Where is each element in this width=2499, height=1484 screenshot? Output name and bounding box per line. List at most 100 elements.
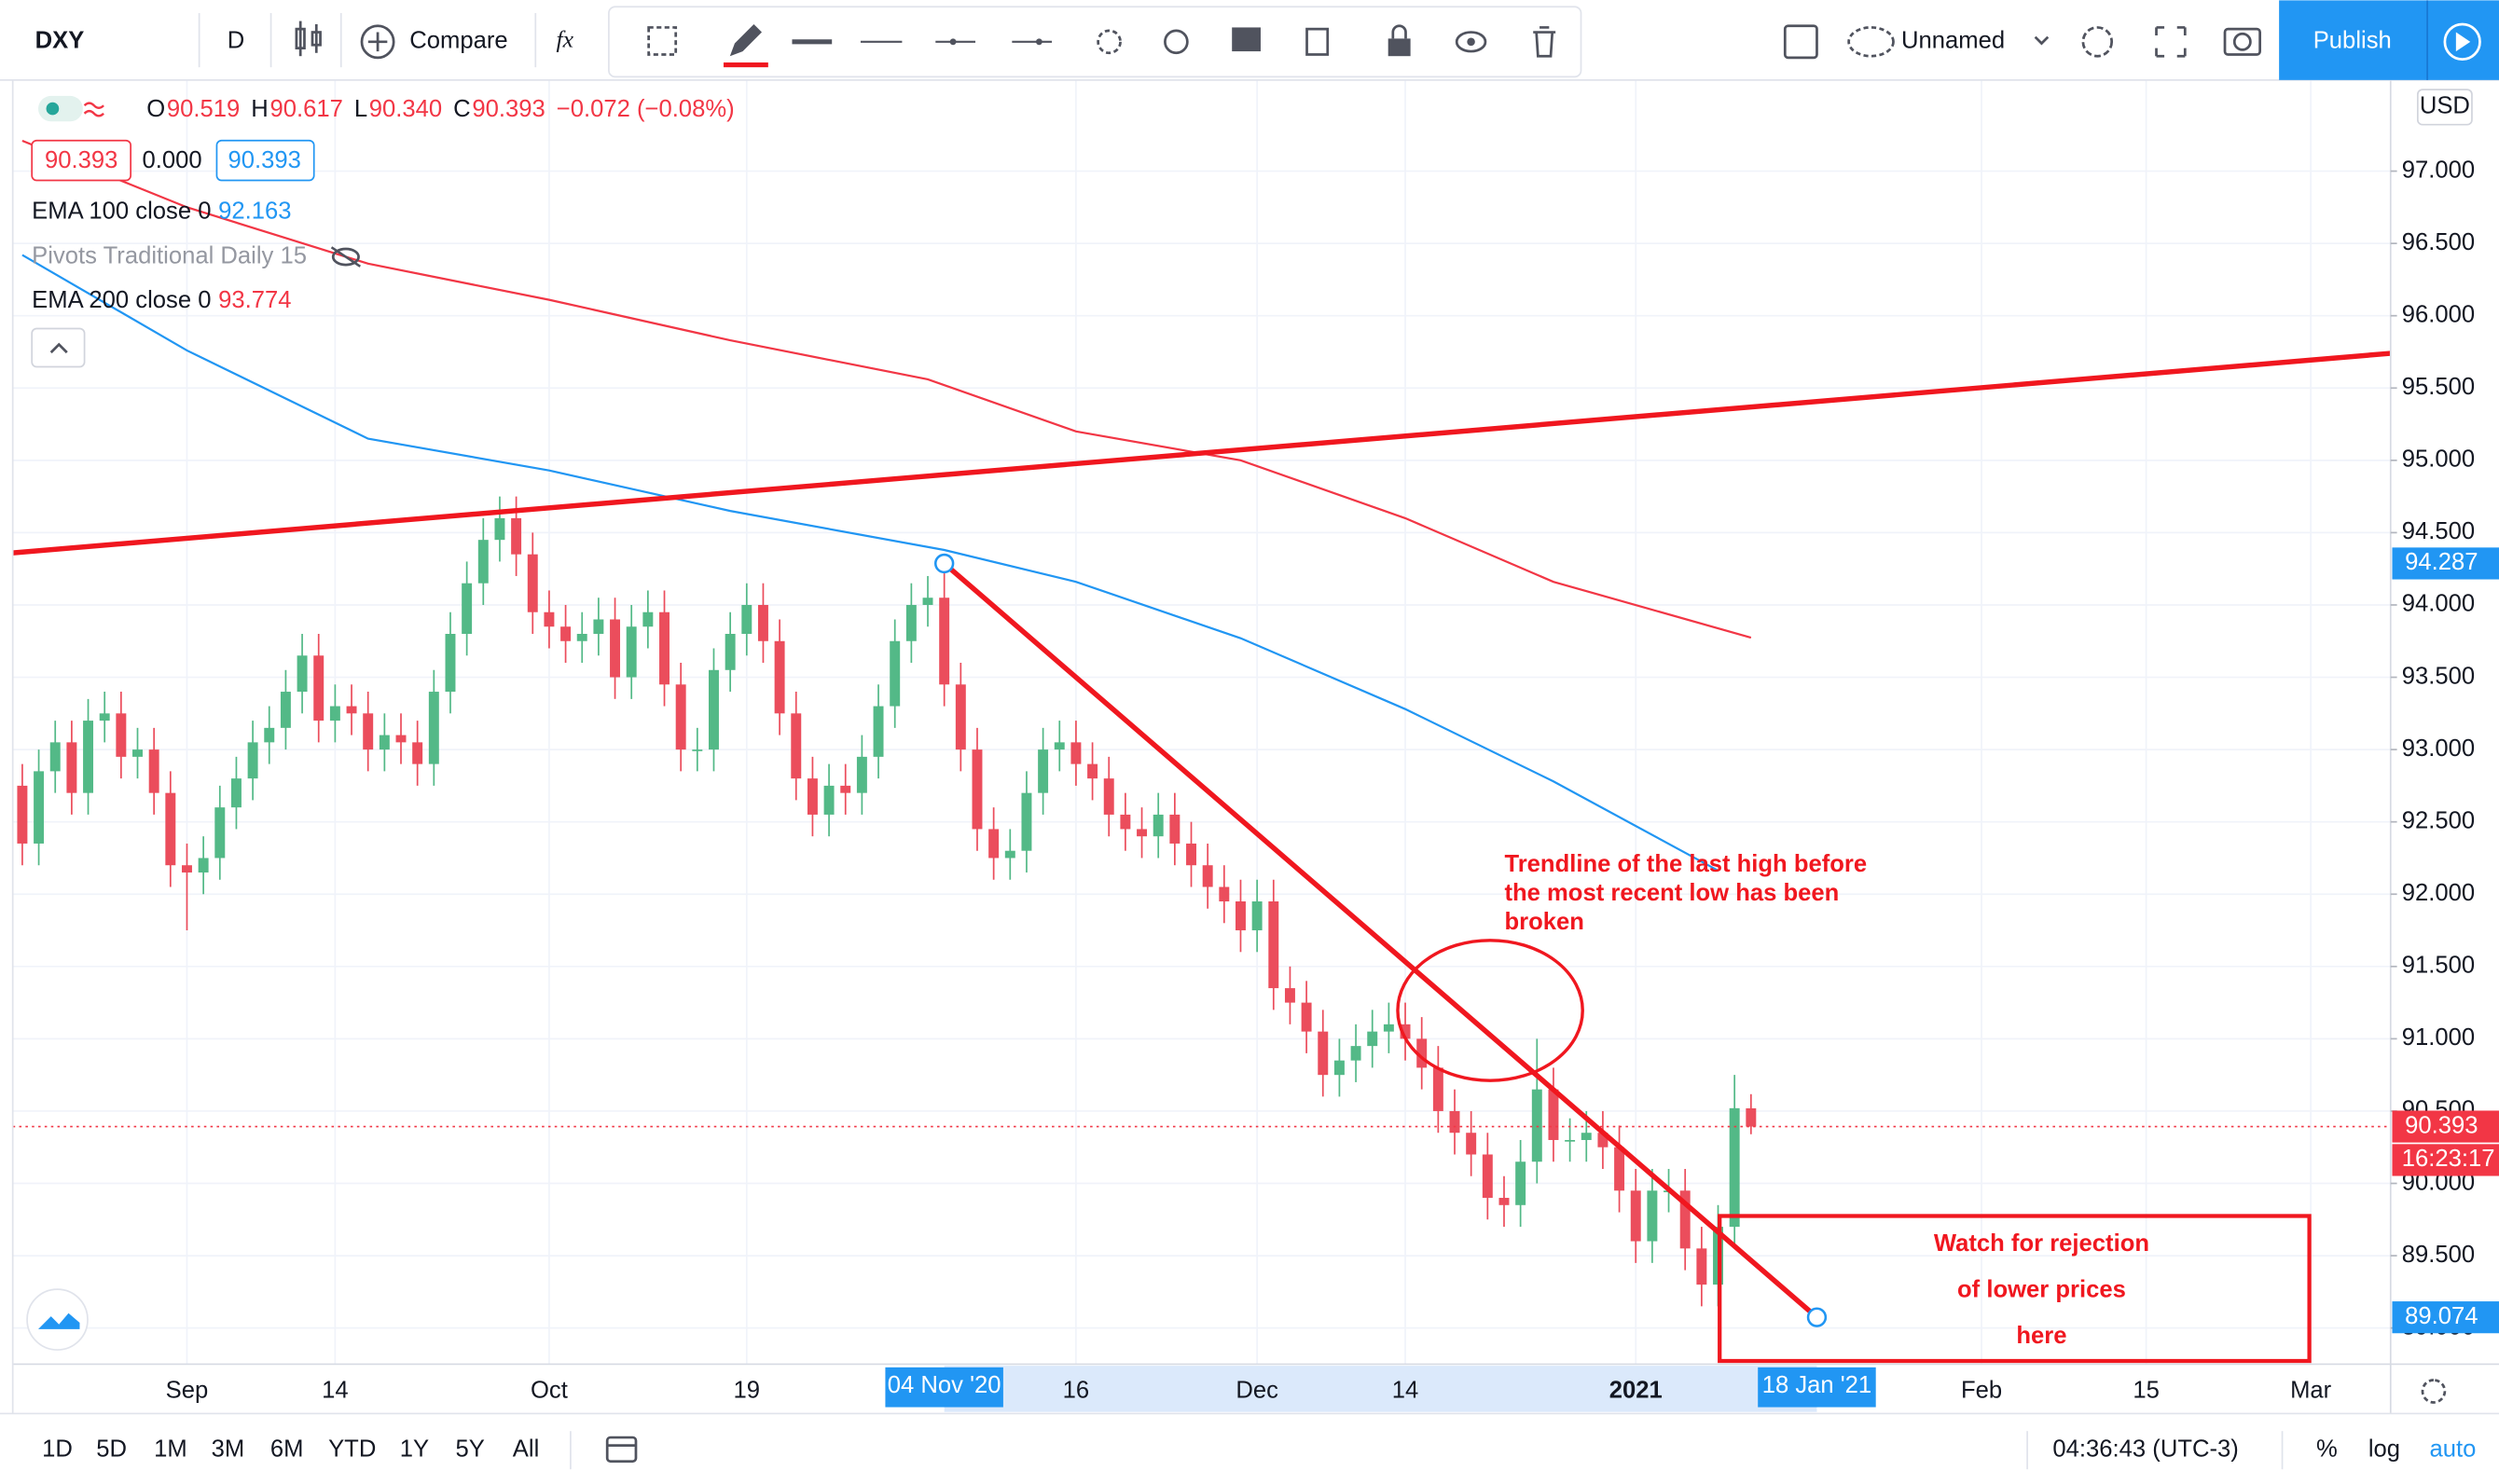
publish-play[interactable]	[2443, 22, 2481, 61]
publish-label[interactable]: Publish	[2313, 28, 2392, 54]
candle-body	[165, 792, 176, 866]
price-label-box	[2392, 1110, 2499, 1143]
range-button[interactable]: YTD	[328, 1436, 376, 1462]
ema100-legend[interactable]: EMA 100 close 0	[32, 198, 211, 224]
price-label: 94.287	[2405, 549, 2478, 575]
layout-name[interactable]: Unnamed	[1901, 28, 2005, 54]
range-button[interactable]: 6M	[270, 1436, 304, 1462]
currency-box[interactable]	[2416, 89, 2473, 126]
candle-body	[626, 626, 637, 678]
logo-button[interactable]	[26, 1288, 89, 1351]
ema-line	[21, 254, 1719, 872]
compare-label[interactable]: Compare	[409, 28, 507, 54]
price-label-box	[2392, 547, 2499, 580]
range-button[interactable]: 3M	[212, 1436, 245, 1462]
clock[interactable]: 04:36:43 (UTC-3)	[2052, 1436, 2238, 1462]
candle-body	[725, 634, 736, 670]
candle-body	[1038, 749, 1049, 793]
candle-body	[412, 742, 423, 764]
status-pill	[38, 95, 83, 122]
snapshot-button[interactable]	[2223, 27, 2261, 56]
goto-date-button[interactable]	[605, 1436, 638, 1463]
x-tick-label: 16	[1063, 1377, 1090, 1403]
pen-tool[interactable]	[729, 24, 762, 57]
trendline-anchor[interactable]	[1806, 1307, 1828, 1327]
delete-tool[interactable]	[1533, 26, 1556, 58]
auto-toggle[interactable]: auto	[2429, 1436, 2476, 1462]
candle-body	[66, 742, 77, 793]
annotation-text: here	[2016, 1323, 2066, 1349]
indicators-button[interactable]: fx	[557, 26, 574, 53]
candle-body	[494, 517, 505, 541]
candle-body	[1614, 1147, 1625, 1191]
trendline[interactable]	[12, 350, 2391, 556]
bid-box[interactable]	[31, 139, 132, 182]
range-button[interactable]: 5Y	[456, 1436, 485, 1462]
symbol[interactable]: DXY	[35, 28, 85, 54]
collapse-legend[interactable]	[31, 327, 86, 368]
candle-body	[1202, 865, 1213, 887]
range-button[interactable]: All	[513, 1436, 539, 1462]
hide-tool[interactable]	[1455, 31, 1487, 53]
candle-body	[840, 785, 851, 793]
clone-tool[interactable]	[1305, 27, 1330, 56]
y-tick-label: 94.000	[2402, 591, 2475, 617]
candle-body	[1482, 1154, 1493, 1199]
time-label-box	[885, 1367, 1003, 1408]
candle-body	[988, 829, 1000, 859]
compare-button[interactable]: Compare	[360, 24, 508, 60]
candle-body	[346, 706, 357, 714]
candle-body	[1318, 1031, 1329, 1076]
hidden-eye-icon[interactable]	[330, 246, 361, 268]
candle-body	[939, 598, 950, 685]
select-tool[interactable]	[647, 26, 678, 56]
candle-body	[329, 706, 340, 721]
ohlc-value: 90.519	[167, 96, 240, 122]
candle-body	[1581, 1133, 1592, 1140]
layout-button[interactable]	[1783, 24, 1818, 60]
range-button[interactable]: 1D	[42, 1436, 73, 1462]
ema200-legend[interactable]: EMA 200 close 0	[32, 287, 211, 313]
ask-box[interactable]	[215, 139, 315, 182]
candle-body	[34, 771, 45, 844]
visual-order-tool[interactable]	[1232, 27, 1261, 52]
trendline-anchor[interactable]	[933, 553, 955, 574]
status-dot	[46, 102, 60, 116]
lock-tool[interactable]	[1388, 38, 1411, 57]
axis-settings[interactable]	[2421, 1379, 2447, 1404]
candle-body	[132, 749, 143, 757]
candle-body	[1383, 1024, 1394, 1032]
pen-color	[723, 62, 768, 68]
x-tick-label: 2021	[1609, 1377, 1663, 1403]
bid[interactable]: 90.393	[45, 147, 117, 173]
settings-button[interactable]	[2081, 26, 2114, 58]
interval[interactable]: D	[228, 28, 245, 54]
candle-body	[511, 517, 522, 555]
ask[interactable]: 90.393	[228, 147, 301, 173]
fullscreen-button[interactable]	[2155, 26, 2187, 58]
candle-body	[428, 692, 439, 764]
candle-body	[247, 742, 258, 779]
pivots-legend[interactable]: Pivots Traditional Daily 15	[32, 242, 307, 268]
log-toggle[interactable]: log	[2368, 1436, 2400, 1462]
candle-body	[1400, 1024, 1411, 1039]
candle-body	[955, 684, 966, 750]
settings-tool[interactable]	[1097, 29, 1122, 55]
price-label-box	[2392, 1301, 2499, 1334]
candle-body	[576, 634, 587, 641]
range-button[interactable]: 1Y	[400, 1436, 429, 1462]
candle-body	[1466, 1133, 1477, 1155]
y-tick-label: 94.500	[2402, 518, 2475, 544]
range-button[interactable]: 1M	[154, 1436, 187, 1462]
annotation-text: broken	[1504, 909, 1583, 935]
trendline[interactable]	[942, 561, 1819, 1320]
candle-body	[148, 749, 159, 793]
candle-body	[774, 640, 785, 714]
alert-tool[interactable]	[1164, 29, 1189, 55]
range-button[interactable]: 5D	[96, 1436, 127, 1462]
x-tick-label: Mar	[2290, 1377, 2332, 1403]
candle-body	[593, 619, 604, 635]
chart-type-button[interactable]	[295, 21, 322, 57]
percent-toggle[interactable]: %	[2316, 1436, 2338, 1462]
price-label: 89.074	[2405, 1303, 2478, 1329]
